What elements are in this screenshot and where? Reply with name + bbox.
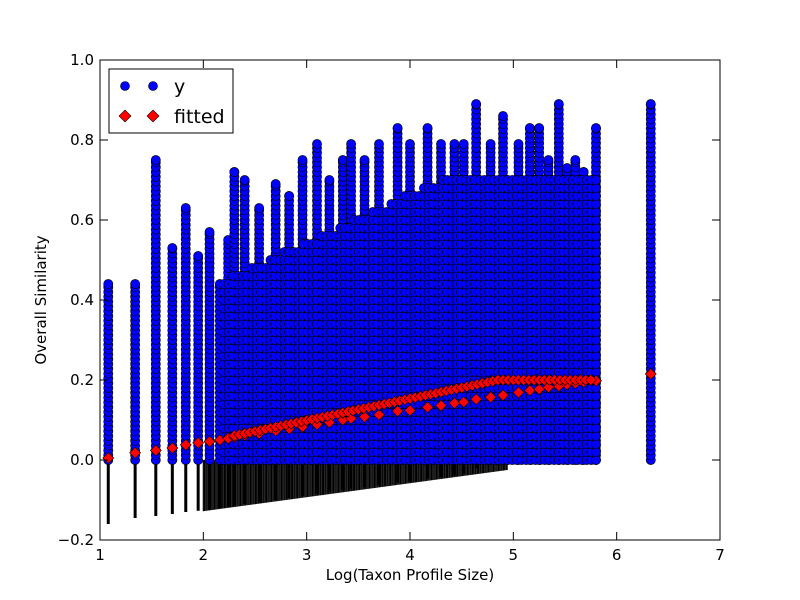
y-point <box>193 251 204 261</box>
y-point <box>346 139 356 149</box>
y-point <box>591 123 601 133</box>
y-point <box>498 111 508 121</box>
y-point <box>204 227 215 237</box>
y-point <box>130 279 141 289</box>
y-point <box>297 155 308 165</box>
y-point <box>229 167 240 177</box>
y-point <box>524 123 535 133</box>
y-point <box>239 175 250 185</box>
y-point <box>436 139 446 149</box>
y-point <box>543 155 554 165</box>
y-point <box>337 155 348 165</box>
y-point <box>359 155 370 165</box>
y-point <box>553 99 564 109</box>
y-point <box>374 139 384 149</box>
y-point <box>103 279 114 289</box>
y-point <box>284 191 294 201</box>
y-point <box>324 175 335 185</box>
y-point <box>150 155 161 165</box>
y-point <box>534 123 545 133</box>
y-point <box>254 203 265 213</box>
y-point <box>645 99 656 109</box>
y-point <box>485 139 496 149</box>
y-point <box>405 139 415 149</box>
y-point <box>270 179 281 189</box>
y-point <box>570 155 581 165</box>
y-point <box>180 203 191 213</box>
y-point <box>167 243 178 253</box>
y-point <box>312 139 322 149</box>
y-point <box>458 139 469 149</box>
y-point <box>562 163 572 173</box>
y-point <box>422 123 433 133</box>
y-point <box>471 99 482 109</box>
y-point <box>513 139 524 149</box>
y-point <box>392 123 403 133</box>
y-point <box>449 139 460 149</box>
